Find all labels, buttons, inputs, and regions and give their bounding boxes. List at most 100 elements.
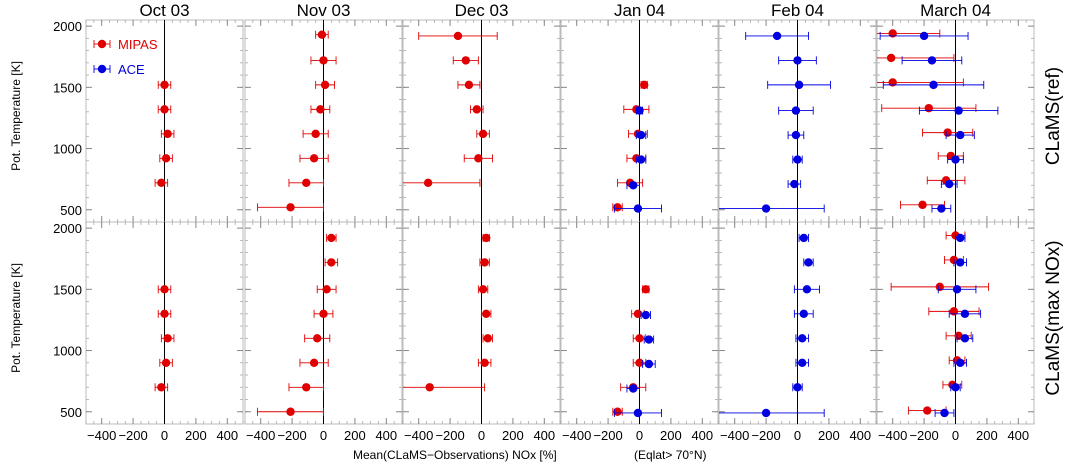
data-point-ace bbox=[945, 179, 954, 189]
data-point-mipas bbox=[613, 203, 622, 212]
panel-0-4 bbox=[718, 19, 877, 223]
data-point-mipas bbox=[453, 31, 463, 41]
data-point-ace bbox=[956, 130, 965, 140]
data-point-mipas bbox=[160, 309, 169, 319]
data-point-ace bbox=[793, 155, 802, 164]
data-point-ace bbox=[629, 181, 638, 190]
data-point-ace bbox=[951, 155, 960, 164]
panel-data bbox=[719, 233, 825, 418]
data-point-ace bbox=[772, 31, 782, 41]
data-point-ace bbox=[952, 285, 962, 294]
data-point-mipas bbox=[472, 105, 481, 114]
panel-data bbox=[890, 231, 989, 418]
x-tick-label: 0 bbox=[636, 428, 643, 443]
data-point-ace bbox=[802, 285, 812, 294]
x-tick-label: 400 bbox=[1007, 428, 1029, 443]
data-point-ace bbox=[794, 80, 804, 90]
data-point-ace bbox=[633, 408, 643, 418]
x-tick-label: 400 bbox=[216, 428, 238, 443]
data-point-mipas bbox=[888, 78, 897, 87]
data-point-mipas bbox=[317, 30, 327, 39]
column-title: Oct 03 bbox=[139, 1, 189, 20]
data-point-ace bbox=[798, 358, 807, 367]
data-point-ace bbox=[951, 383, 960, 392]
x-tick-label: 400 bbox=[375, 428, 397, 443]
row-label-ref: CLaMS(ref) bbox=[1043, 67, 1064, 165]
x-tick-label: 400 bbox=[849, 428, 871, 443]
y-tick-label: 2000 bbox=[53, 221, 82, 236]
column-title: Dec 03 bbox=[455, 1, 509, 20]
data-point-mipas bbox=[943, 128, 952, 137]
data-point-mipas bbox=[322, 285, 331, 294]
x-tick-label: 200 bbox=[976, 428, 998, 443]
data-point-mipas bbox=[949, 307, 959, 316]
x-axis-label-note: (Eqlat> 70°N) bbox=[634, 448, 707, 462]
data-point-mipas bbox=[635, 358, 644, 367]
data-point-ace bbox=[635, 106, 644, 115]
panels: 500100015002000MIPASACE500100015002000−4… bbox=[53, 19, 1035, 443]
data-point-ace bbox=[960, 309, 970, 319]
panel-data bbox=[877, 29, 999, 213]
column-title: Nov 03 bbox=[297, 1, 351, 20]
axis-labels: Pot. Temperature [K] Pot. Temperature [K… bbox=[9, 61, 1064, 462]
data-point-mipas bbox=[886, 53, 896, 63]
data-point-mipas bbox=[311, 129, 320, 139]
data-point-mipas bbox=[163, 129, 172, 139]
data-point-mipas bbox=[309, 358, 319, 367]
data-point-mipas bbox=[161, 154, 171, 163]
x-tick-label: 400 bbox=[691, 428, 713, 443]
y-axis-label-top: Pot. Temperature [K] bbox=[9, 61, 23, 171]
x-tick-label: −400 bbox=[87, 428, 116, 443]
y-tick-label: 1000 bbox=[53, 344, 82, 359]
x-tick-label: 0 bbox=[478, 428, 485, 443]
data-point-mipas bbox=[423, 178, 433, 188]
data-point-mipas bbox=[482, 233, 491, 243]
data-point-mipas bbox=[482, 309, 491, 319]
data-point-mipas bbox=[635, 334, 644, 343]
data-point-mipas bbox=[633, 309, 643, 319]
x-tick-label: 0 bbox=[320, 428, 327, 443]
y-axis-label-bottom: Pot. Temperature [K] bbox=[9, 263, 23, 373]
data-point-mipas bbox=[157, 383, 166, 392]
legend-label: ACE bbox=[118, 62, 145, 77]
panel-1-1: −400 −200 0 200 400 bbox=[244, 221, 403, 443]
x-tick-label: 200 bbox=[818, 428, 840, 443]
data-point-ace bbox=[791, 106, 801, 115]
x-tick-label: −200 bbox=[909, 428, 938, 443]
data-point-ace bbox=[804, 258, 813, 267]
legend-label: MIPAS bbox=[118, 37, 158, 52]
data-point-ace bbox=[641, 310, 650, 320]
data-point-mipas bbox=[425, 383, 434, 392]
x-axis-label: Mean(CLaMS−Observations) NOx [%] bbox=[353, 448, 557, 462]
data-point-mipas bbox=[309, 154, 319, 163]
data-point-ace bbox=[799, 233, 808, 243]
y-tick-label: 1000 bbox=[53, 142, 82, 157]
x-tick-label: 0 bbox=[952, 428, 959, 443]
x-tick-label: 200 bbox=[344, 428, 366, 443]
data-point-ace bbox=[929, 80, 938, 90]
data-point-mipas bbox=[163, 334, 172, 343]
data-point-ace bbox=[919, 31, 929, 41]
data-point-ace bbox=[761, 204, 771, 213]
legend: MIPAS ACE bbox=[93, 37, 158, 77]
data-point-mipas bbox=[924, 103, 934, 113]
panel-0-3 bbox=[560, 19, 719, 223]
panel-data bbox=[719, 31, 831, 213]
x-tick-label: −400 bbox=[720, 428, 749, 443]
panel-0-5 bbox=[876, 19, 1035, 223]
x-tick-label: −200 bbox=[593, 428, 622, 443]
data-point-mipas bbox=[327, 233, 336, 243]
x-tick-label: −200 bbox=[277, 428, 306, 443]
data-point-mipas bbox=[286, 203, 295, 212]
x-tick-label: 400 bbox=[533, 428, 555, 443]
panel-1-2: −400 −200 0 200 400 bbox=[402, 221, 561, 443]
data-point-mipas bbox=[160, 80, 169, 90]
y-tick-label: 500 bbox=[60, 405, 82, 420]
data-point-ace bbox=[798, 334, 807, 343]
y-tick-label: 2000 bbox=[53, 19, 82, 34]
data-point-mipas bbox=[641, 285, 650, 294]
column-title: March 04 bbox=[920, 1, 991, 20]
panel-data bbox=[612, 80, 662, 213]
data-point-mipas bbox=[319, 309, 328, 319]
panel-data bbox=[154, 285, 175, 392]
